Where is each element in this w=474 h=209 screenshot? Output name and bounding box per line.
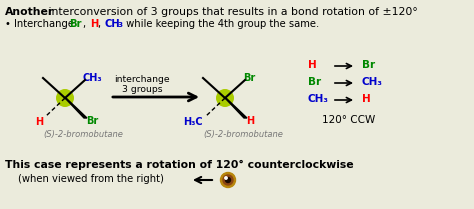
Text: 3 groups: 3 groups xyxy=(122,85,162,94)
Text: ,: , xyxy=(98,19,104,29)
Text: H₃C: H₃C xyxy=(183,117,203,127)
Text: CH₃: CH₃ xyxy=(83,73,103,83)
Text: 3: 3 xyxy=(118,22,123,28)
Text: interchange: interchange xyxy=(114,75,170,84)
Text: • Interchange: • Interchange xyxy=(5,19,77,29)
Text: interconversion of 3 groups that results in a bond rotation of ±120°: interconversion of 3 groups that results… xyxy=(45,7,418,17)
Polygon shape xyxy=(225,98,247,118)
Circle shape xyxy=(223,175,233,185)
Text: H: H xyxy=(308,60,317,70)
Text: (S)-2-bromobutane: (S)-2-bromobutane xyxy=(43,130,123,139)
Text: Br: Br xyxy=(362,60,375,70)
Text: Br: Br xyxy=(69,19,82,29)
Circle shape xyxy=(56,89,74,107)
Text: Br: Br xyxy=(308,77,321,87)
Text: H: H xyxy=(35,117,43,127)
Text: (S)-2-bromobutane: (S)-2-bromobutane xyxy=(203,130,283,139)
Text: Another: Another xyxy=(5,7,54,17)
Circle shape xyxy=(225,177,227,179)
Circle shape xyxy=(220,172,236,187)
Text: CH: CH xyxy=(105,19,120,29)
Circle shape xyxy=(216,89,234,107)
Text: CH₃: CH₃ xyxy=(362,77,383,87)
Text: (when viewed from the right): (when viewed from the right) xyxy=(18,174,164,184)
Text: while keeping the 4th group the same.: while keeping the 4th group the same. xyxy=(123,19,319,29)
Text: Br: Br xyxy=(243,73,255,83)
Text: H: H xyxy=(90,19,98,29)
Circle shape xyxy=(226,177,230,182)
Text: CH₃: CH₃ xyxy=(308,94,329,104)
Text: H: H xyxy=(362,94,371,104)
Text: ,: , xyxy=(83,19,89,29)
Text: 120° CCW: 120° CCW xyxy=(322,115,375,125)
Text: This case represents a rotation of 120° counterclockwise: This case represents a rotation of 120° … xyxy=(5,160,354,170)
Text: H: H xyxy=(246,116,254,126)
Text: Br: Br xyxy=(86,116,98,126)
Polygon shape xyxy=(65,98,87,118)
